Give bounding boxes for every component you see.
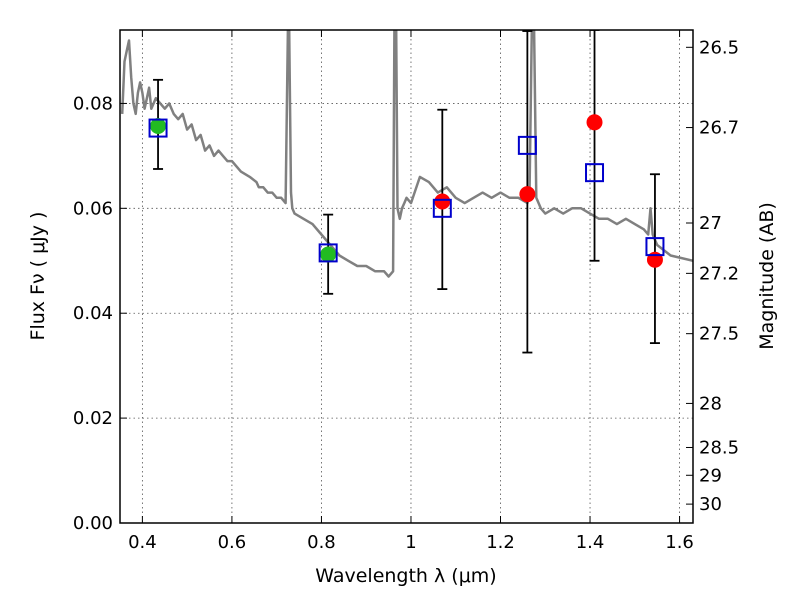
x-tick-label: 0.4 <box>128 532 157 553</box>
y-tick-label: 0.06 <box>73 198 113 219</box>
right-tick-label: 28 <box>699 393 722 414</box>
x-tick-label: 1.2 <box>486 532 515 553</box>
right-tick-label: 27.5 <box>699 324 739 345</box>
tick-layer: 0.4 0.6 0.8 1 1.2 1.4 1.6 0.00 0.02 0.04 0.06 0.08 2… <box>73 30 739 553</box>
right-tick-label: 26.7 <box>699 118 739 139</box>
model-sed-line <box>120 30 693 278</box>
y-tick-label: 0.02 <box>73 408 113 429</box>
right-tick-label: 27 <box>699 213 722 234</box>
plot-frame <box>119 29 694 524</box>
green-data-point <box>320 246 337 263</box>
model-photometry-square <box>432 198 452 218</box>
model-photometry-square <box>318 243 338 263</box>
x-tick-label: 1.6 <box>665 532 694 553</box>
right-tick-label: 29 <box>699 465 722 486</box>
grid-layer <box>120 30 693 524</box>
y-tick-label: 0.08 <box>73 93 113 114</box>
right-tick-label: 27.2 <box>699 263 739 284</box>
right-tick-label: 30 <box>699 494 722 515</box>
right-tick-label: 28.5 <box>699 437 739 458</box>
x-tick-label: 1.4 <box>576 532 605 553</box>
red-data-point <box>434 193 451 210</box>
green-data-point <box>150 117 167 134</box>
x-tick-label: 1 <box>405 532 416 553</box>
x-tick-label: 0.6 <box>218 532 247 553</box>
model-photometry-square <box>148 118 168 138</box>
red-data-point <box>519 186 536 203</box>
model-photometry-square <box>585 163 605 183</box>
y-axis-title: Flux Fν ( μJy ) <box>27 212 49 341</box>
y-tick-label: 0.00 <box>73 513 113 534</box>
model-photometry-square <box>645 237 665 257</box>
clipped-data <box>120 30 693 354</box>
right-tick-label: 26.5 <box>699 37 739 58</box>
model-photometry-square <box>517 135 537 155</box>
y-tick-label: 0.04 <box>73 303 113 324</box>
data-layer <box>120 30 693 354</box>
x-axis-title: Wavelength λ (μm) <box>315 565 496 587</box>
red-data-point <box>586 114 603 131</box>
y-axis-right-title: Magnitude (AB) <box>756 202 778 350</box>
x-tick-label: 0.8 <box>307 532 336 553</box>
